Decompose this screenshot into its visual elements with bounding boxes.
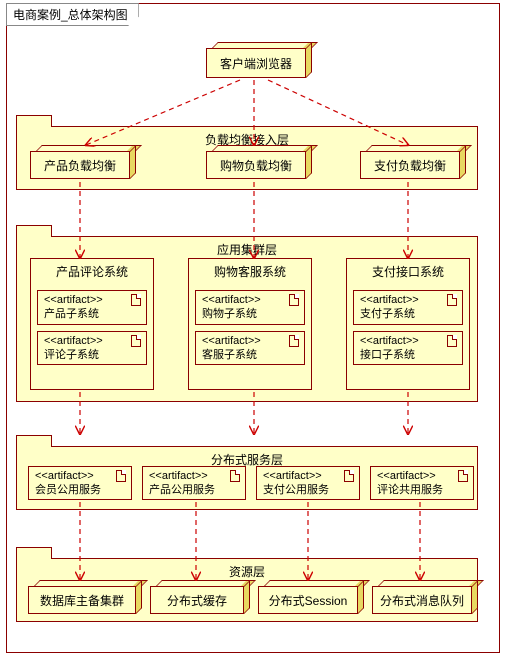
artifact-icon [458, 470, 468, 482]
artifact-icon [289, 294, 299, 306]
client-browser-label: 客户端浏览器 [206, 48, 306, 78]
sys-shop: 购物客服系统 <<artifact>> 购物子系统 <<artifact>> 客… [188, 258, 312, 390]
artifact: <<artifact>> 支付子系统 [353, 290, 463, 325]
layer-label: 应用集群层 [17, 241, 477, 258]
layer-label: 资源层 [17, 563, 477, 580]
artifact-icon [230, 470, 240, 482]
artifact: <<artifact>> 产品子系统 [37, 290, 147, 325]
artifact-icon [447, 335, 457, 347]
artifact-icon [131, 294, 141, 306]
svc-pay: <<artifact>> 支付公用服务 [256, 466, 360, 500]
res-mq-node: 分布式消息队列 [372, 580, 472, 614]
lb-product-node: 产品负载均衡 [30, 145, 130, 179]
lb-shop-node: 购物负载均衡 [206, 145, 306, 179]
artifact-icon [131, 335, 141, 347]
sys-pay: 支付接口系统 <<artifact>> 支付子系统 <<artifact>> 接… [346, 258, 470, 390]
res-sess-node: 分布式Session [258, 580, 358, 614]
svc-member: <<artifact>> 会员公用服务 [28, 466, 132, 500]
svc-review: <<artifact>> 评论共用服务 [370, 466, 474, 500]
artifact: <<artifact>> 购物子系统 [195, 290, 305, 325]
artifact: <<artifact>> 客服子系统 [195, 331, 305, 366]
svc-product: <<artifact>> 产品公用服务 [142, 466, 246, 500]
res-cache-node: 分布式缓存 [150, 580, 244, 614]
res-db-node: 数据库主备集群 [28, 580, 136, 614]
lb-pay-node: 支付负载均衡 [360, 145, 460, 179]
artifact-icon [447, 294, 457, 306]
artifact-icon [344, 470, 354, 482]
artifact-icon [116, 470, 126, 482]
diagram-title: 电商案例_总体架构图 [6, 3, 139, 26]
artifact: <<artifact>> 接口子系统 [353, 331, 463, 366]
artifact-icon [289, 335, 299, 347]
sys-product: 产品评论系统 <<artifact>> 产品子系统 <<artifact>> 评… [30, 258, 154, 390]
artifact: <<artifact>> 评论子系统 [37, 331, 147, 366]
client-browser-node: 客户端浏览器 [206, 42, 306, 78]
